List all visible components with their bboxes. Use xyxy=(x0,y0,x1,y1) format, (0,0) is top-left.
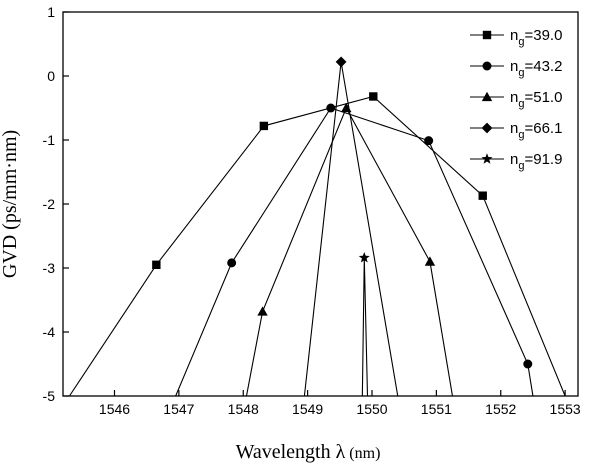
legend-label-sub: g xyxy=(518,129,524,141)
plot-frame xyxy=(62,11,579,397)
legend-marker-triangle xyxy=(481,91,493,102)
data-point-circle xyxy=(523,359,533,369)
y-axis-title: GVD (ps/mm·nm) xyxy=(0,130,21,278)
x-axis-label: Wavelength λ xyxy=(236,441,346,463)
legend-item: ng=43.2 xyxy=(470,58,562,79)
y-tick-label: -2 xyxy=(43,196,56,212)
legend-label-base: n xyxy=(510,58,518,75)
legend-label-value: =43.2 xyxy=(524,58,562,75)
y-tick-label: -4 xyxy=(43,324,56,340)
data-point-diamond xyxy=(335,56,347,68)
series-line-4 xyxy=(361,257,369,397)
series-line-2 xyxy=(245,106,454,397)
legend-label-base: n xyxy=(510,27,518,44)
series-line-1 xyxy=(175,107,534,397)
legend-label: ng=39.0 xyxy=(510,27,562,48)
legend-marker-square xyxy=(482,30,492,40)
data-point-triangle xyxy=(257,306,268,316)
plot-markers xyxy=(152,56,533,369)
x-tick-label: 1550 xyxy=(356,401,387,417)
data-point-square xyxy=(369,92,378,101)
x-tick-label: 1552 xyxy=(485,401,516,417)
data-point-circle xyxy=(326,103,336,113)
legend-label-base: n xyxy=(510,120,518,137)
legend-item: ng=66.1 xyxy=(470,120,562,141)
data-point-square xyxy=(259,121,269,131)
legend-label-value: =91.9 xyxy=(524,151,562,168)
legend-label-sub: g xyxy=(518,98,524,110)
legend-label-value: =51.0 xyxy=(524,89,562,106)
plot-lines xyxy=(68,61,566,397)
legend-label: ng=43.2 xyxy=(510,58,562,79)
x-tick-label: 1551 xyxy=(421,401,452,417)
legend-label-sub: g xyxy=(518,67,524,79)
series-line-0 xyxy=(68,95,566,397)
legend-marker-star xyxy=(481,153,493,164)
data-point-triangle xyxy=(424,256,436,266)
legend-marker-circle xyxy=(482,61,492,71)
legend-label-base: n xyxy=(510,89,518,106)
y-tick-label: -5 xyxy=(43,388,56,404)
x-tick-label: 1548 xyxy=(228,401,259,417)
y-tick-label: -3 xyxy=(43,260,56,276)
legend-label-sub: g xyxy=(518,36,524,48)
y-tick-label: 0 xyxy=(47,68,55,84)
y-tick-label: 1 xyxy=(47,4,55,20)
x-axis-unit: (nm) xyxy=(349,445,380,462)
data-point-circle xyxy=(227,258,237,268)
legend-label: ng=51.0 xyxy=(510,89,562,110)
legend-label-base: n xyxy=(510,151,518,168)
x-axis: 1546 1547 1548 1549 1550 1551 1552 1553 xyxy=(99,390,581,417)
y-tick-label: -1 xyxy=(43,132,56,148)
legend: ng=39.0ng=43.2ng=51.0ng=66.1ng=91.9 xyxy=(470,27,562,172)
legend-item: ng=39.0 xyxy=(470,27,562,48)
data-point-star xyxy=(358,251,370,263)
data-point-triangle xyxy=(341,102,352,113)
legend-label: ng=91.9 xyxy=(510,151,562,172)
legend-label-value: =39.0 xyxy=(524,27,562,44)
x-tick-label: 1549 xyxy=(292,401,323,417)
x-axis-title: Wavelength λ (nm) xyxy=(236,441,381,463)
x-tick-label: 1547 xyxy=(163,401,194,417)
y-axis: 1 0 -1 -2 -3 -4 -5 xyxy=(43,4,69,404)
legend-item: ng=91.9 xyxy=(470,151,562,172)
legend-marker-diamond xyxy=(481,122,493,134)
data-point-circle xyxy=(424,136,434,146)
x-tick-label: 1546 xyxy=(99,401,130,417)
data-point-square xyxy=(152,260,161,269)
data-point-square xyxy=(478,191,487,200)
legend-label: ng=66.1 xyxy=(510,120,562,141)
legend-label-value: =66.1 xyxy=(524,120,562,137)
legend-label-sub: g xyxy=(518,160,524,172)
legend-item: ng=51.0 xyxy=(470,89,562,110)
x-tick-label: 1553 xyxy=(550,401,581,417)
